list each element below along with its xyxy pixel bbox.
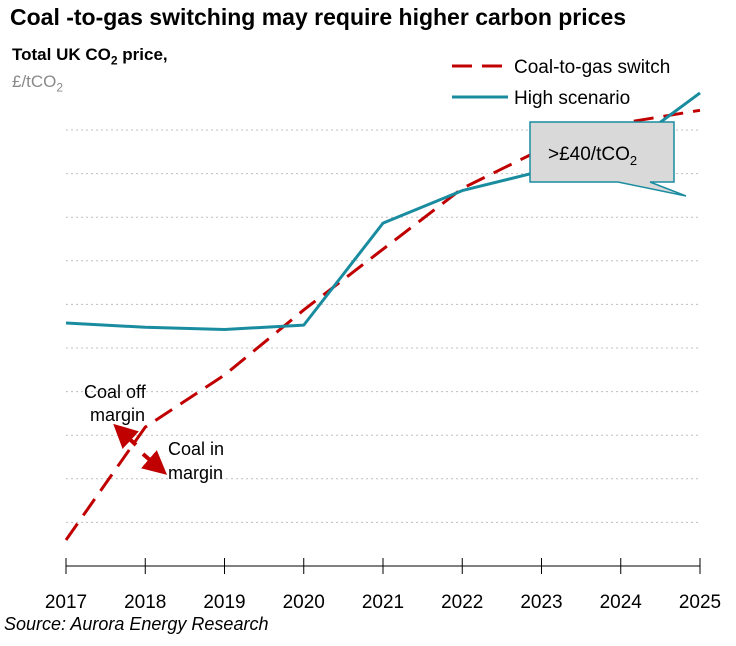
source-note: Source: Aurora Energy Research [4, 614, 269, 634]
x-tick-label: 2020 [283, 592, 325, 613]
x-tick-label: 2025 [679, 592, 721, 613]
y-axis-unit-sub: 2 [56, 80, 64, 95]
coal-in-label-line1: Coal in [168, 439, 224, 459]
x-tick-label: 2017 [45, 592, 87, 613]
gridlines [66, 129, 700, 523]
callout-box [529, 121, 687, 197]
coal-in-label-line2: margin [168, 463, 223, 483]
coal-off-label-line1: Coal off [84, 382, 147, 402]
x-tick-label: 2018 [124, 592, 166, 613]
callout-text: >£40/tCO2 [548, 144, 637, 168]
chart-title: Coal -to-gas switching may require highe… [10, 4, 627, 30]
legend-label-high: High scenario [514, 88, 630, 109]
x-tick-label: 2023 [520, 592, 562, 613]
callout-text-sub: 2 [630, 153, 637, 168]
legend: Coal-to-gas switch High scenario [452, 57, 670, 109]
annotations: >£40/tCO2 Coal off margin Coal in margin [84, 121, 687, 483]
y-axis-title: Total UK CO2 price, £/tCO2 [12, 44, 168, 99]
coal-off-label-line2: margin [90, 405, 145, 425]
x-tick-label: 2021 [362, 592, 404, 613]
x-tick-label: 2019 [203, 592, 245, 613]
coal-in-arrow [141, 450, 168, 475]
y-axis-label-main-suffix: price, [117, 45, 168, 64]
coal-off-arrow [113, 423, 139, 449]
y-axis-label-main-sub: 2 [110, 53, 118, 68]
y-axis-unit: £/tCO [12, 72, 57, 92]
x-tick-label: 2024 [600, 592, 643, 613]
x-tick-label: 2022 [441, 592, 483, 613]
x-axis: 2017 2018 2019 2020 2021 2022 2023 2024 2025 [45, 558, 721, 613]
legend-label-switch: Coal-to-gas switch [514, 57, 670, 78]
y-axis-label-main: Total UK CO [12, 45, 111, 64]
